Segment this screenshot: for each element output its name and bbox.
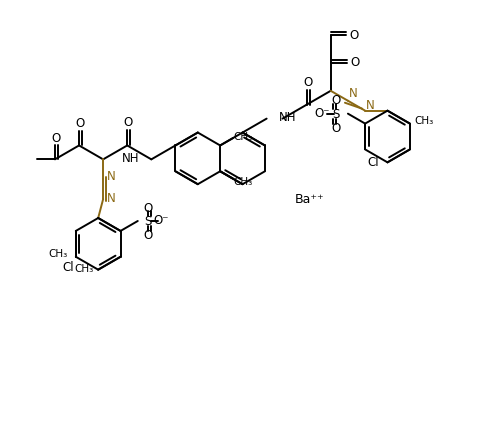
Text: O: O: [350, 56, 359, 69]
Text: CH₃: CH₃: [48, 248, 68, 258]
Text: O: O: [303, 76, 312, 89]
Text: CH₃: CH₃: [233, 132, 253, 141]
Text: CH₃: CH₃: [75, 263, 94, 273]
Text: N: N: [349, 87, 357, 100]
Text: CH₃: CH₃: [233, 176, 253, 186]
Text: O⁻: O⁻: [154, 214, 169, 227]
Text: N: N: [107, 169, 115, 182]
Text: S: S: [144, 215, 151, 228]
Text: O: O: [349, 29, 358, 42]
Text: NH: NH: [122, 151, 139, 165]
Text: O: O: [76, 117, 84, 130]
Text: O⁻: O⁻: [314, 107, 330, 120]
Text: O: O: [143, 229, 152, 242]
Text: N: N: [366, 99, 375, 112]
Text: O: O: [124, 116, 133, 129]
Text: NH: NH: [278, 111, 296, 124]
Text: O: O: [331, 122, 341, 135]
Text: O: O: [52, 132, 60, 144]
Text: O: O: [143, 201, 152, 214]
Text: O: O: [331, 94, 341, 107]
Text: CH₃: CH₃: [414, 115, 434, 125]
Text: Ba⁺⁺: Ba⁺⁺: [295, 192, 325, 205]
Text: N: N: [107, 191, 115, 204]
Text: Cl: Cl: [367, 156, 379, 169]
Text: Cl: Cl: [62, 261, 74, 273]
Text: S: S: [332, 108, 340, 121]
